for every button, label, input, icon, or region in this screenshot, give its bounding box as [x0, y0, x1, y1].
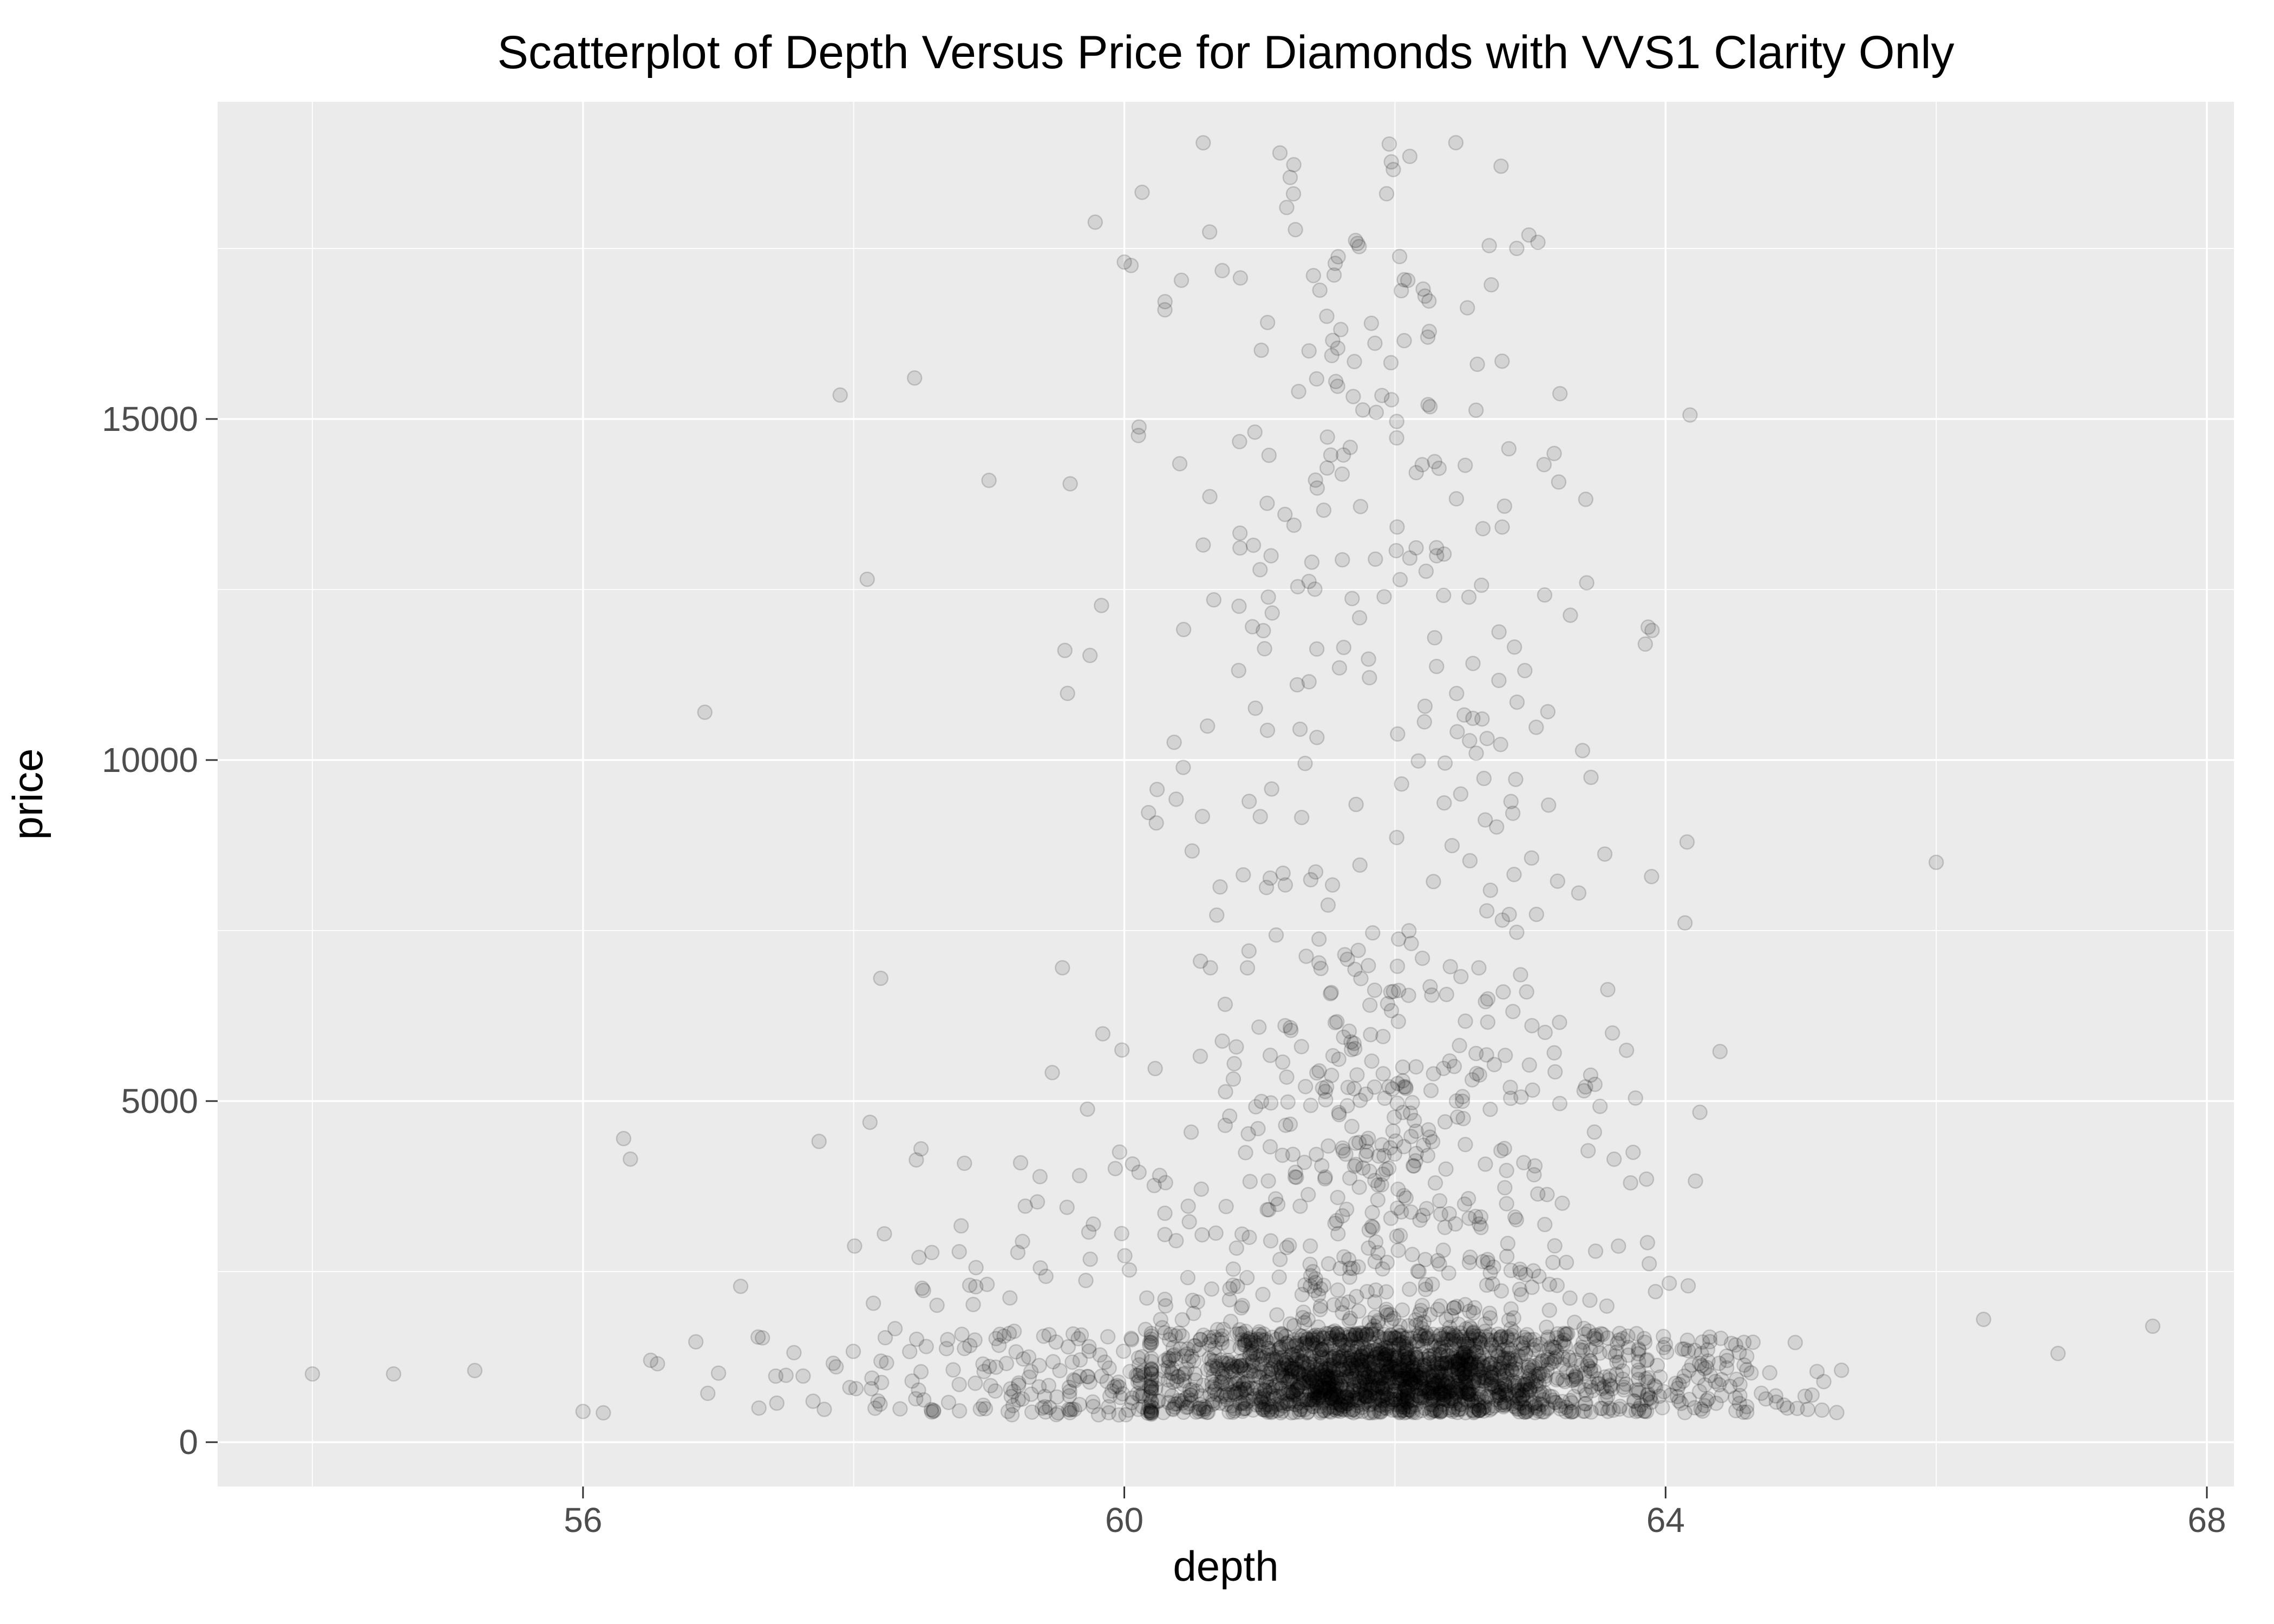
axis-tick-marks [206, 418, 2208, 1498]
svg-text:56: 56 [564, 1501, 602, 1540]
axis-tick-labels: 56 60 64 68 0 5000 10000 15000 [102, 400, 2226, 1540]
y-axis-title: price [4, 748, 51, 840]
svg-text:15000: 15000 [102, 400, 198, 438]
svg-text:64: 64 [1646, 1501, 1685, 1540]
chart-title: Scatterplot of Depth Versus Price for Di… [498, 27, 1955, 78]
svg-text:68: 68 [2187, 1501, 2226, 1540]
data-points [304, 135, 2161, 1423]
minor-gridlines [218, 102, 2234, 1487]
major-gridlines [218, 102, 2234, 1487]
svg-text:60: 60 [1105, 1501, 1143, 1540]
plot-panel [218, 102, 2234, 1487]
svg-text:0: 0 [179, 1423, 198, 1462]
svg-text:10000: 10000 [102, 741, 198, 780]
x-axis-title: depth [1173, 1542, 1278, 1590]
svg-text:5000: 5000 [121, 1082, 198, 1121]
